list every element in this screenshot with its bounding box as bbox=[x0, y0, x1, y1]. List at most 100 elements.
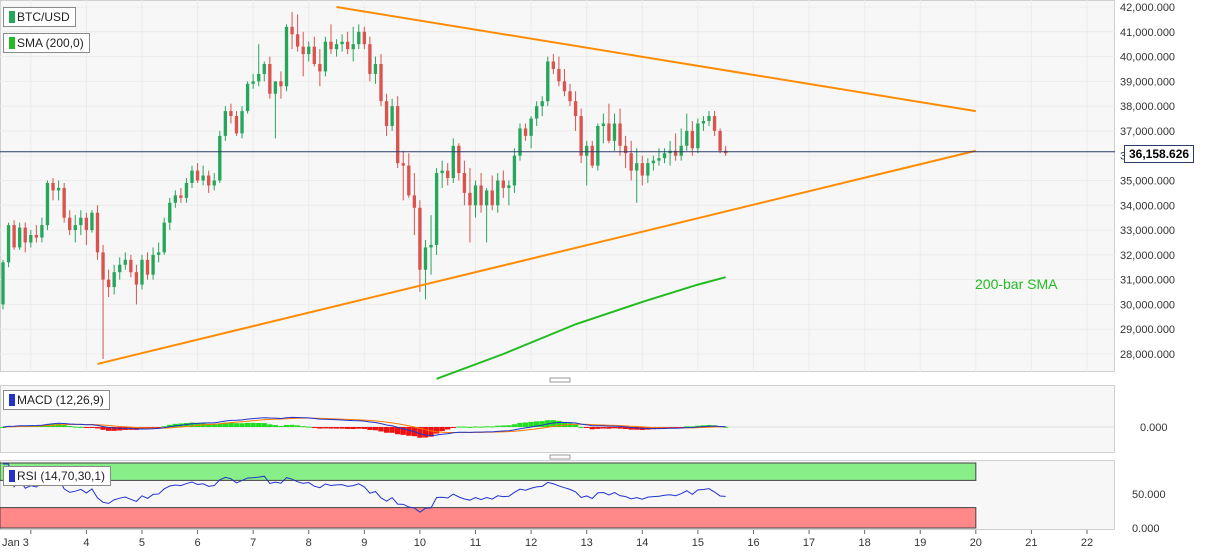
bull-candle bbox=[546, 61, 550, 102]
macd-hist-neg bbox=[328, 427, 334, 429]
price-tick-label: 40,000.000 bbox=[1120, 52, 1175, 64]
rsi-line bbox=[3, 463, 726, 513]
macd-hist-pos bbox=[206, 423, 212, 427]
bull-candle bbox=[29, 235, 33, 243]
x-tick-label: 4 bbox=[83, 537, 89, 549]
macd-hist-pos bbox=[183, 422, 190, 427]
macd-hist-pos bbox=[467, 426, 473, 428]
macd-hist-pos bbox=[256, 422, 262, 427]
x-tick-label: 5 bbox=[139, 537, 145, 549]
bear-candle bbox=[551, 61, 556, 69]
bear-candle bbox=[134, 272, 139, 285]
bear-candle bbox=[523, 128, 528, 136]
macd-hist-neg bbox=[406, 427, 412, 436]
macd-hist-neg bbox=[428, 427, 434, 437]
macd-hist-neg bbox=[595, 427, 601, 429]
bull-candle bbox=[1, 262, 5, 305]
x-tick-label: 11 bbox=[470, 537, 481, 549]
bull-candle bbox=[79, 217, 83, 226]
macd-line bbox=[2, 416, 726, 437]
bear-candle bbox=[396, 106, 400, 164]
x-tick-label: 21 bbox=[1025, 537, 1037, 549]
bull-candle bbox=[507, 185, 511, 188]
bear-candle bbox=[623, 145, 628, 154]
bear-candle bbox=[618, 123, 622, 146]
bull-candle bbox=[334, 44, 339, 50]
price-panel-title: BTC/USD bbox=[3, 7, 76, 27]
bull-candle bbox=[140, 259, 144, 285]
macd-hist-neg bbox=[389, 427, 395, 433]
bear-candle bbox=[690, 130, 694, 149]
bull-candle bbox=[434, 173, 439, 245]
macd-hist-pos bbox=[533, 421, 540, 427]
bear-candle bbox=[106, 279, 111, 288]
bear-candle bbox=[418, 207, 422, 270]
bear-candle bbox=[557, 68, 561, 82]
macd-hist-pos bbox=[228, 422, 234, 427]
bull-candle bbox=[601, 123, 606, 126]
macd-hist-neg bbox=[439, 427, 445, 432]
bear-candle bbox=[501, 180, 505, 188]
bull-candle bbox=[156, 252, 161, 255]
bull-candle bbox=[440, 170, 444, 174]
panel-border bbox=[0, 460, 1115, 530]
x-tick-label: 18 bbox=[859, 537, 871, 549]
bear-candle bbox=[268, 64, 272, 94]
sma-indicator-label: SMA (200,0) bbox=[3, 33, 90, 53]
bull-candle bbox=[518, 128, 522, 156]
macd-hist-pos bbox=[278, 425, 284, 427]
bear-candle bbox=[12, 225, 16, 248]
bull-candle bbox=[646, 163, 650, 176]
bull-candle bbox=[184, 182, 189, 198]
macd-hist-neg bbox=[350, 427, 356, 429]
bear-candle bbox=[579, 116, 583, 156]
bull-candle bbox=[168, 202, 172, 223]
macd-hist-neg bbox=[133, 427, 140, 430]
macd-title-text: MACD (12,26,9) bbox=[17, 393, 104, 407]
bull-candle bbox=[123, 259, 127, 265]
macd-hist-pos bbox=[233, 423, 240, 427]
bear-candle bbox=[446, 170, 450, 179]
macd-hist-pos bbox=[500, 425, 506, 427]
macd-hist-neg bbox=[433, 427, 440, 434]
bear-candle bbox=[279, 81, 283, 87]
bear-candle bbox=[229, 111, 233, 117]
bear-candle bbox=[673, 150, 678, 156]
bull-candle bbox=[496, 180, 500, 206]
price-tick-label: 32,000.000 bbox=[1120, 250, 1175, 262]
price-tick-label: 34,000.000 bbox=[1120, 200, 1175, 212]
bull-candle bbox=[662, 153, 667, 159]
panel-border bbox=[0, 385, 1115, 453]
bear-candle bbox=[590, 145, 594, 166]
macd-hist-pos bbox=[67, 425, 73, 427]
bull-candle bbox=[679, 145, 683, 156]
macd-hist-pos bbox=[244, 422, 251, 427]
bull-candle bbox=[212, 180, 216, 186]
macd-swatch-icon bbox=[9, 394, 15, 406]
macd-hist-neg bbox=[322, 427, 329, 429]
rsi-overbought-zone bbox=[0, 462, 977, 481]
rsi-oversold-zone bbox=[0, 507, 977, 529]
bear-candle bbox=[573, 101, 578, 117]
bear-candle bbox=[68, 217, 72, 231]
bull-candle bbox=[512, 155, 517, 186]
bull-candle bbox=[201, 175, 205, 181]
bull-candle bbox=[373, 64, 378, 74]
bull-candle bbox=[357, 31, 361, 45]
bear-candle bbox=[362, 31, 367, 45]
macd-panel-title: MACD (12,26,9) bbox=[3, 390, 110, 410]
macd-hist-pos bbox=[689, 426, 695, 428]
macd-hist-pos bbox=[161, 426, 167, 428]
macd-hist-pos bbox=[289, 424, 295, 427]
macd-hist-pos bbox=[478, 426, 484, 428]
macd-hist-pos bbox=[72, 426, 78, 428]
macd-hist-neg bbox=[422, 427, 429, 438]
macd-hist-pos bbox=[272, 425, 279, 427]
macd-hist-pos bbox=[550, 420, 557, 427]
bull-candle bbox=[696, 123, 700, 149]
macd-hist-pos bbox=[261, 423, 267, 427]
bull-candle bbox=[223, 111, 228, 136]
bull-candle bbox=[657, 158, 661, 161]
x-tick-label: 6 bbox=[195, 537, 201, 549]
